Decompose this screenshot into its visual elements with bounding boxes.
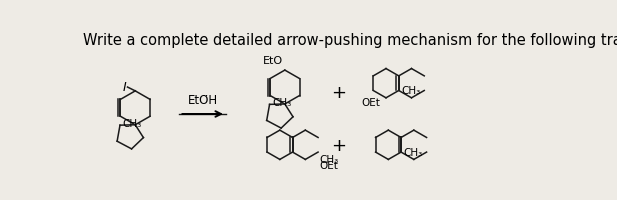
Text: CH₃: CH₃: [123, 118, 142, 128]
Text: +: +: [331, 84, 347, 102]
Text: OEt: OEt: [362, 97, 380, 107]
Text: +: +: [331, 136, 347, 154]
Text: OEt: OEt: [320, 160, 339, 170]
Text: CH₃: CH₃: [404, 147, 423, 157]
Text: CH₃: CH₃: [401, 86, 420, 96]
Text: Write a complete detailed arrow-pushing mechanism for the following transformati: Write a complete detailed arrow-pushing …: [83, 32, 617, 47]
Text: I: I: [122, 80, 126, 93]
Text: EtÖH: EtÖH: [188, 94, 218, 107]
Text: EtO: EtO: [263, 56, 283, 66]
Text: CH₃: CH₃: [320, 154, 339, 164]
Text: CH₃: CH₃: [272, 98, 292, 108]
